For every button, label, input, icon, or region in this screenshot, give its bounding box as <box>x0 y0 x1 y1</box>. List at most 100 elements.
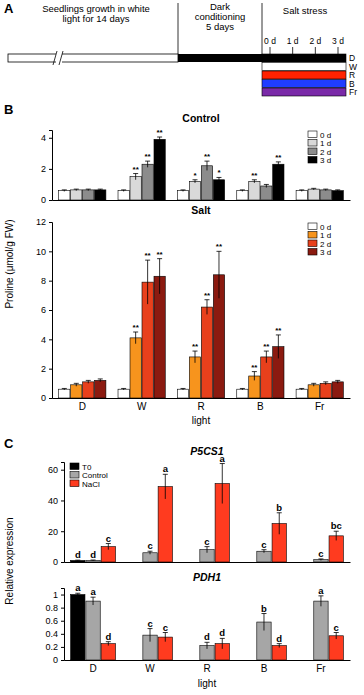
panel-label: C <box>4 436 14 451</box>
light-period <box>8 54 178 62</box>
y-tick-label: 1 <box>53 590 58 600</box>
error-cap <box>299 388 304 389</box>
treatment-bar <box>262 80 346 88</box>
error-bar <box>157 259 162 294</box>
figure: ABCSeedlings growth in whitelight for 14… <box>0 0 364 695</box>
error-line <box>222 638 223 648</box>
y-tick-mark <box>49 200 52 201</box>
error-bar <box>145 161 150 167</box>
legend: 0 d1 d2 d3 d <box>308 131 331 166</box>
error-bar <box>276 162 281 167</box>
bar <box>118 389 129 398</box>
bar-chart: 024681012DWRBFr******************Saltlig… <box>4 204 351 426</box>
bar <box>154 139 165 200</box>
x-tick: R <box>203 660 210 674</box>
y-tick-label: 0 <box>53 557 58 567</box>
y-tick-label: 0.4 <box>45 629 58 639</box>
bar-annotation: a <box>75 582 81 593</box>
y-tick-label: 2 <box>41 364 46 374</box>
bar-annotation: bc <box>331 520 342 531</box>
error-cap <box>121 189 126 190</box>
x-axis-title: light <box>198 678 217 689</box>
y-tick-label: 6 <box>41 305 46 315</box>
bar-annotation: b <box>276 502 282 513</box>
bar <box>95 190 106 200</box>
error-bar <box>62 388 67 389</box>
y-tick-mark <box>61 608 64 609</box>
treatment-bar <box>262 71 346 79</box>
bar <box>83 190 94 200</box>
error-cap <box>62 388 67 389</box>
y-tick-mark <box>49 251 52 252</box>
error-cap <box>74 189 79 190</box>
plot-area <box>59 251 344 398</box>
bar-annotation: ** <box>263 342 270 351</box>
error-line <box>135 174 136 180</box>
bar <box>201 307 212 398</box>
error-bar <box>311 188 316 190</box>
error-line <box>159 259 160 294</box>
error-bar <box>318 596 323 606</box>
error-cap <box>98 189 103 190</box>
y-tick-label: 40 <box>48 496 58 506</box>
error-cap <box>240 189 245 190</box>
y-tick: 2 <box>41 364 52 374</box>
y-tick-label: 0.6 <box>45 616 58 626</box>
error-cap <box>74 383 79 384</box>
bar <box>329 636 343 660</box>
error-bar <box>193 351 198 363</box>
bar-annotation: d <box>276 633 282 644</box>
error-line <box>150 551 151 554</box>
y-tick: 0 <box>53 655 64 665</box>
stage-label: 5 days <box>206 21 234 32</box>
bar <box>71 595 85 660</box>
error-cap <box>240 388 245 389</box>
error-bar <box>74 189 79 191</box>
error-cap <box>323 381 328 382</box>
bar-annotation: ** <box>133 323 140 332</box>
bar <box>59 389 70 398</box>
bar-annotation: d <box>204 631 210 642</box>
error-line <box>278 335 279 358</box>
error-bar <box>91 597 96 605</box>
error-line <box>150 629 151 642</box>
error-bar <box>75 593 80 596</box>
y-tick: 12 <box>36 217 52 227</box>
x-axis-line <box>65 660 351 661</box>
y-axis: 0 0.2 0.4 0.6 0.8 1 <box>45 589 64 666</box>
x-tick-label: D <box>79 401 86 412</box>
bar-annotation: ** <box>251 363 258 372</box>
plot-area <box>71 593 344 660</box>
bar <box>86 601 100 660</box>
error-bar <box>335 190 340 192</box>
y-tick-label: 0.2 <box>45 642 58 652</box>
y-tick-label: 0 <box>53 655 58 665</box>
error-line <box>207 547 208 553</box>
chart-title: P5CS1 <box>190 445 223 457</box>
y-tick: 0 <box>53 557 64 567</box>
bar-annotation: ** <box>157 128 164 137</box>
bar-annotation: a <box>318 585 324 596</box>
bar-annotation: ** <box>275 326 282 335</box>
annotations: ****************** <box>133 242 283 371</box>
y-tick-mark <box>61 562 64 563</box>
y-tick-label: 4 <box>41 335 46 345</box>
bar <box>59 191 70 200</box>
day-label: 3 d <box>332 36 344 46</box>
bar <box>261 186 272 200</box>
day-tick <box>315 47 316 54</box>
error-bar <box>148 551 153 554</box>
x-tick-label: Fr <box>316 663 326 674</box>
treatment-bar <box>262 88 346 96</box>
error-line <box>266 184 267 187</box>
bar-annotation: * <box>217 168 221 177</box>
error-line <box>135 332 136 344</box>
error-line <box>207 642 208 649</box>
bar-annotation: d <box>105 631 111 642</box>
error-bar <box>121 190 126 192</box>
y-tick-label: 20 <box>48 527 58 537</box>
bar <box>308 385 319 398</box>
y-axis-line <box>61 589 65 661</box>
y-tick-label: 0.8 <box>45 603 58 613</box>
error-cap <box>86 380 91 381</box>
